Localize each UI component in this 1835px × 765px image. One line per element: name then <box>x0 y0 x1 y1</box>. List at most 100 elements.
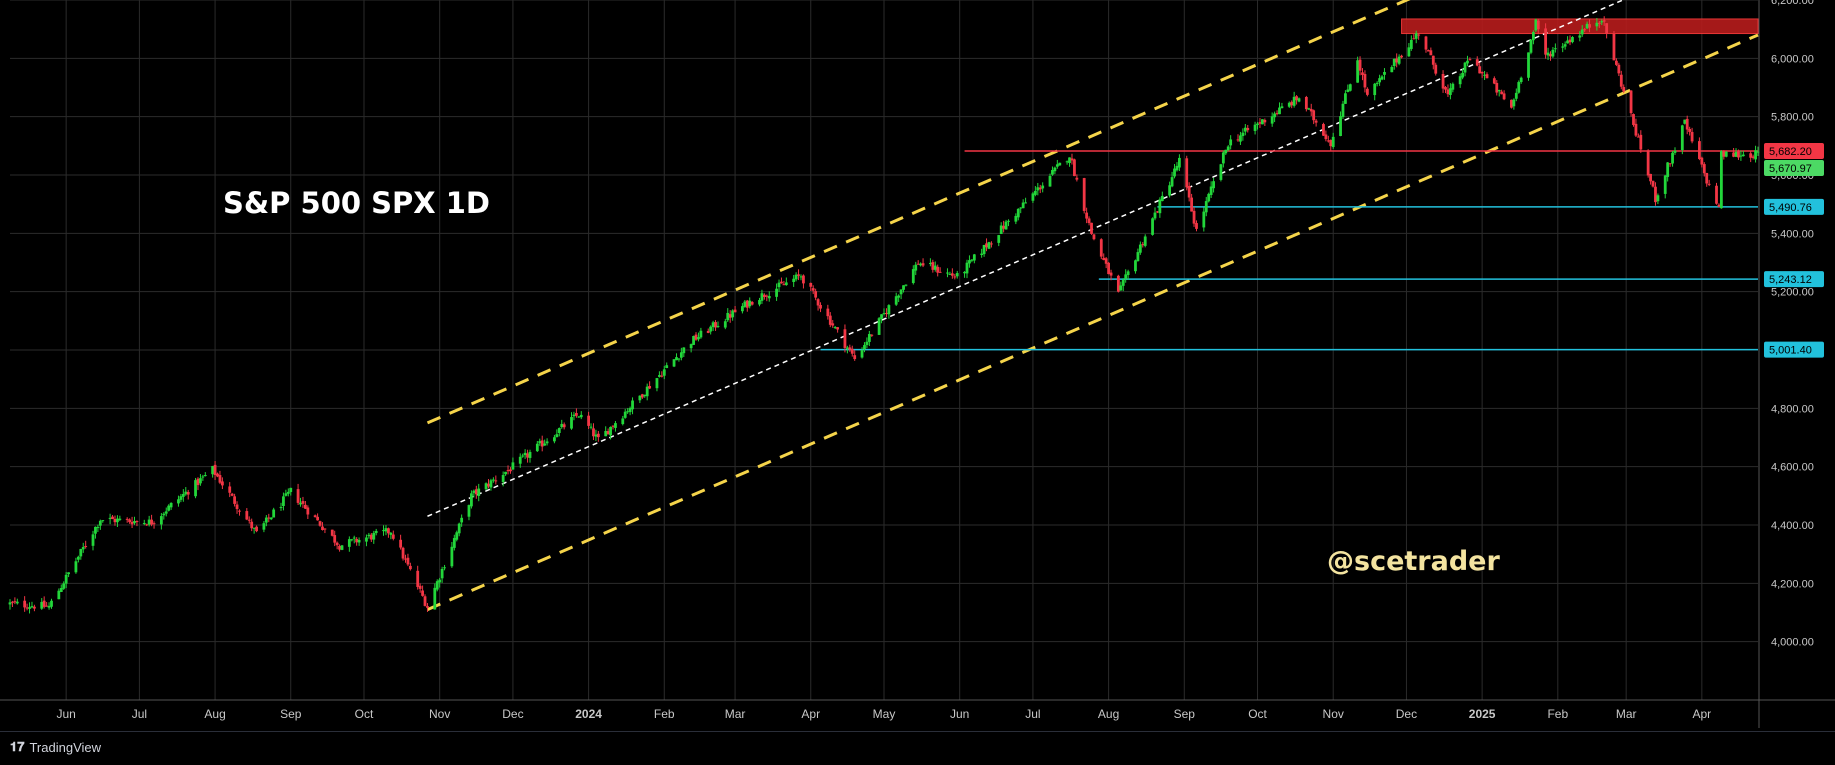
candle <box>1375 81 1379 87</box>
time-tick-label: Nov <box>429 707 450 721</box>
candle-body <box>1014 215 1018 222</box>
candle-body <box>970 259 974 261</box>
candle <box>1204 196 1208 217</box>
candle <box>1468 57 1472 61</box>
candle-body <box>1451 83 1455 90</box>
candle <box>1480 71 1484 78</box>
candle <box>452 534 456 551</box>
candle-body <box>426 606 429 608</box>
candle <box>867 330 871 347</box>
candle <box>1451 82 1455 93</box>
candle-body <box>1124 274 1128 279</box>
candle-body <box>194 480 197 497</box>
candle <box>1185 155 1189 191</box>
candle-body <box>30 606 34 608</box>
candle <box>1126 269 1130 280</box>
candle <box>79 548 83 560</box>
candle-body <box>1434 64 1438 74</box>
candle-body <box>1700 157 1704 165</box>
candle-body <box>596 433 600 438</box>
candle <box>758 297 761 307</box>
candle-body <box>574 413 578 416</box>
candle-body <box>919 263 923 266</box>
candle-body <box>484 483 488 490</box>
time-tick-label: Apr <box>1693 707 1712 721</box>
candle <box>199 474 202 486</box>
candle <box>47 602 51 610</box>
candle <box>543 439 547 446</box>
candle <box>252 527 256 534</box>
candle <box>426 603 429 612</box>
candle <box>1073 158 1076 177</box>
candle-body <box>416 570 420 587</box>
candle-body <box>186 492 190 495</box>
candle <box>1055 159 1059 169</box>
candle-body <box>1153 212 1157 219</box>
candle <box>1153 207 1157 221</box>
candle-body <box>799 276 803 278</box>
candle-body <box>1424 36 1428 50</box>
candle-body <box>1156 211 1159 213</box>
candle-body <box>162 513 166 516</box>
candle-body <box>1717 204 1721 207</box>
candle <box>1358 56 1362 76</box>
candle-body <box>101 520 105 522</box>
channel-upper-line[interactable] <box>426 0 1758 425</box>
candle-body <box>15 601 19 604</box>
candle <box>1344 90 1347 104</box>
candle <box>1715 182 1718 205</box>
candle <box>67 572 70 578</box>
candle <box>1510 99 1513 109</box>
candle <box>1400 54 1403 59</box>
candle-body <box>145 524 149 526</box>
price-tick-label: 4,000.00 <box>1771 637 1814 649</box>
candle-body <box>792 278 796 283</box>
candle <box>1597 21 1601 28</box>
candle <box>894 292 898 306</box>
channel-lower-line[interactable] <box>426 33 1759 611</box>
candle-body <box>894 296 898 305</box>
candle <box>350 538 354 542</box>
candle-body <box>1346 89 1350 92</box>
candle-body <box>587 415 590 426</box>
candle-body <box>1383 71 1386 75</box>
candle <box>306 505 310 520</box>
price-chart[interactable]: 4,000.00 4,200.00 4,400.00 4,600.00 4,800.00… <box>0 0 1835 731</box>
candle <box>675 353 678 361</box>
candle <box>504 471 507 476</box>
candle-body <box>1278 107 1281 115</box>
candle-body <box>1612 33 1616 61</box>
candle <box>775 283 778 301</box>
candle <box>1292 91 1296 108</box>
candle-body <box>203 475 207 477</box>
candle <box>1278 102 1281 115</box>
candle-body <box>76 556 80 560</box>
candle-body <box>1241 132 1245 136</box>
candle <box>592 423 595 441</box>
candle <box>826 304 830 320</box>
candle-body <box>1375 82 1379 84</box>
candle <box>1383 68 1386 80</box>
candle-body <box>1055 164 1059 167</box>
time-tick-label: Dec <box>1396 707 1417 721</box>
candle-body <box>638 395 642 401</box>
candle-body <box>118 518 122 520</box>
candle-body <box>152 523 156 525</box>
candle-body <box>1168 185 1172 196</box>
candle <box>723 318 727 330</box>
candle <box>1085 207 1089 224</box>
candle-body <box>706 330 710 333</box>
candle <box>1417 33 1421 40</box>
candle <box>1331 132 1335 149</box>
candle <box>1065 160 1069 165</box>
candle <box>631 397 634 415</box>
candle <box>933 261 937 272</box>
candle <box>828 312 832 328</box>
candle-body <box>845 347 849 349</box>
time-tick-label: Mar <box>725 707 746 721</box>
candle <box>1158 197 1162 218</box>
candle <box>299 497 302 507</box>
candle <box>352 535 356 544</box>
tradingview-logo[interactable]: 𝟏𝟕 TradingView <box>10 739 101 755</box>
candle-body <box>648 385 652 389</box>
